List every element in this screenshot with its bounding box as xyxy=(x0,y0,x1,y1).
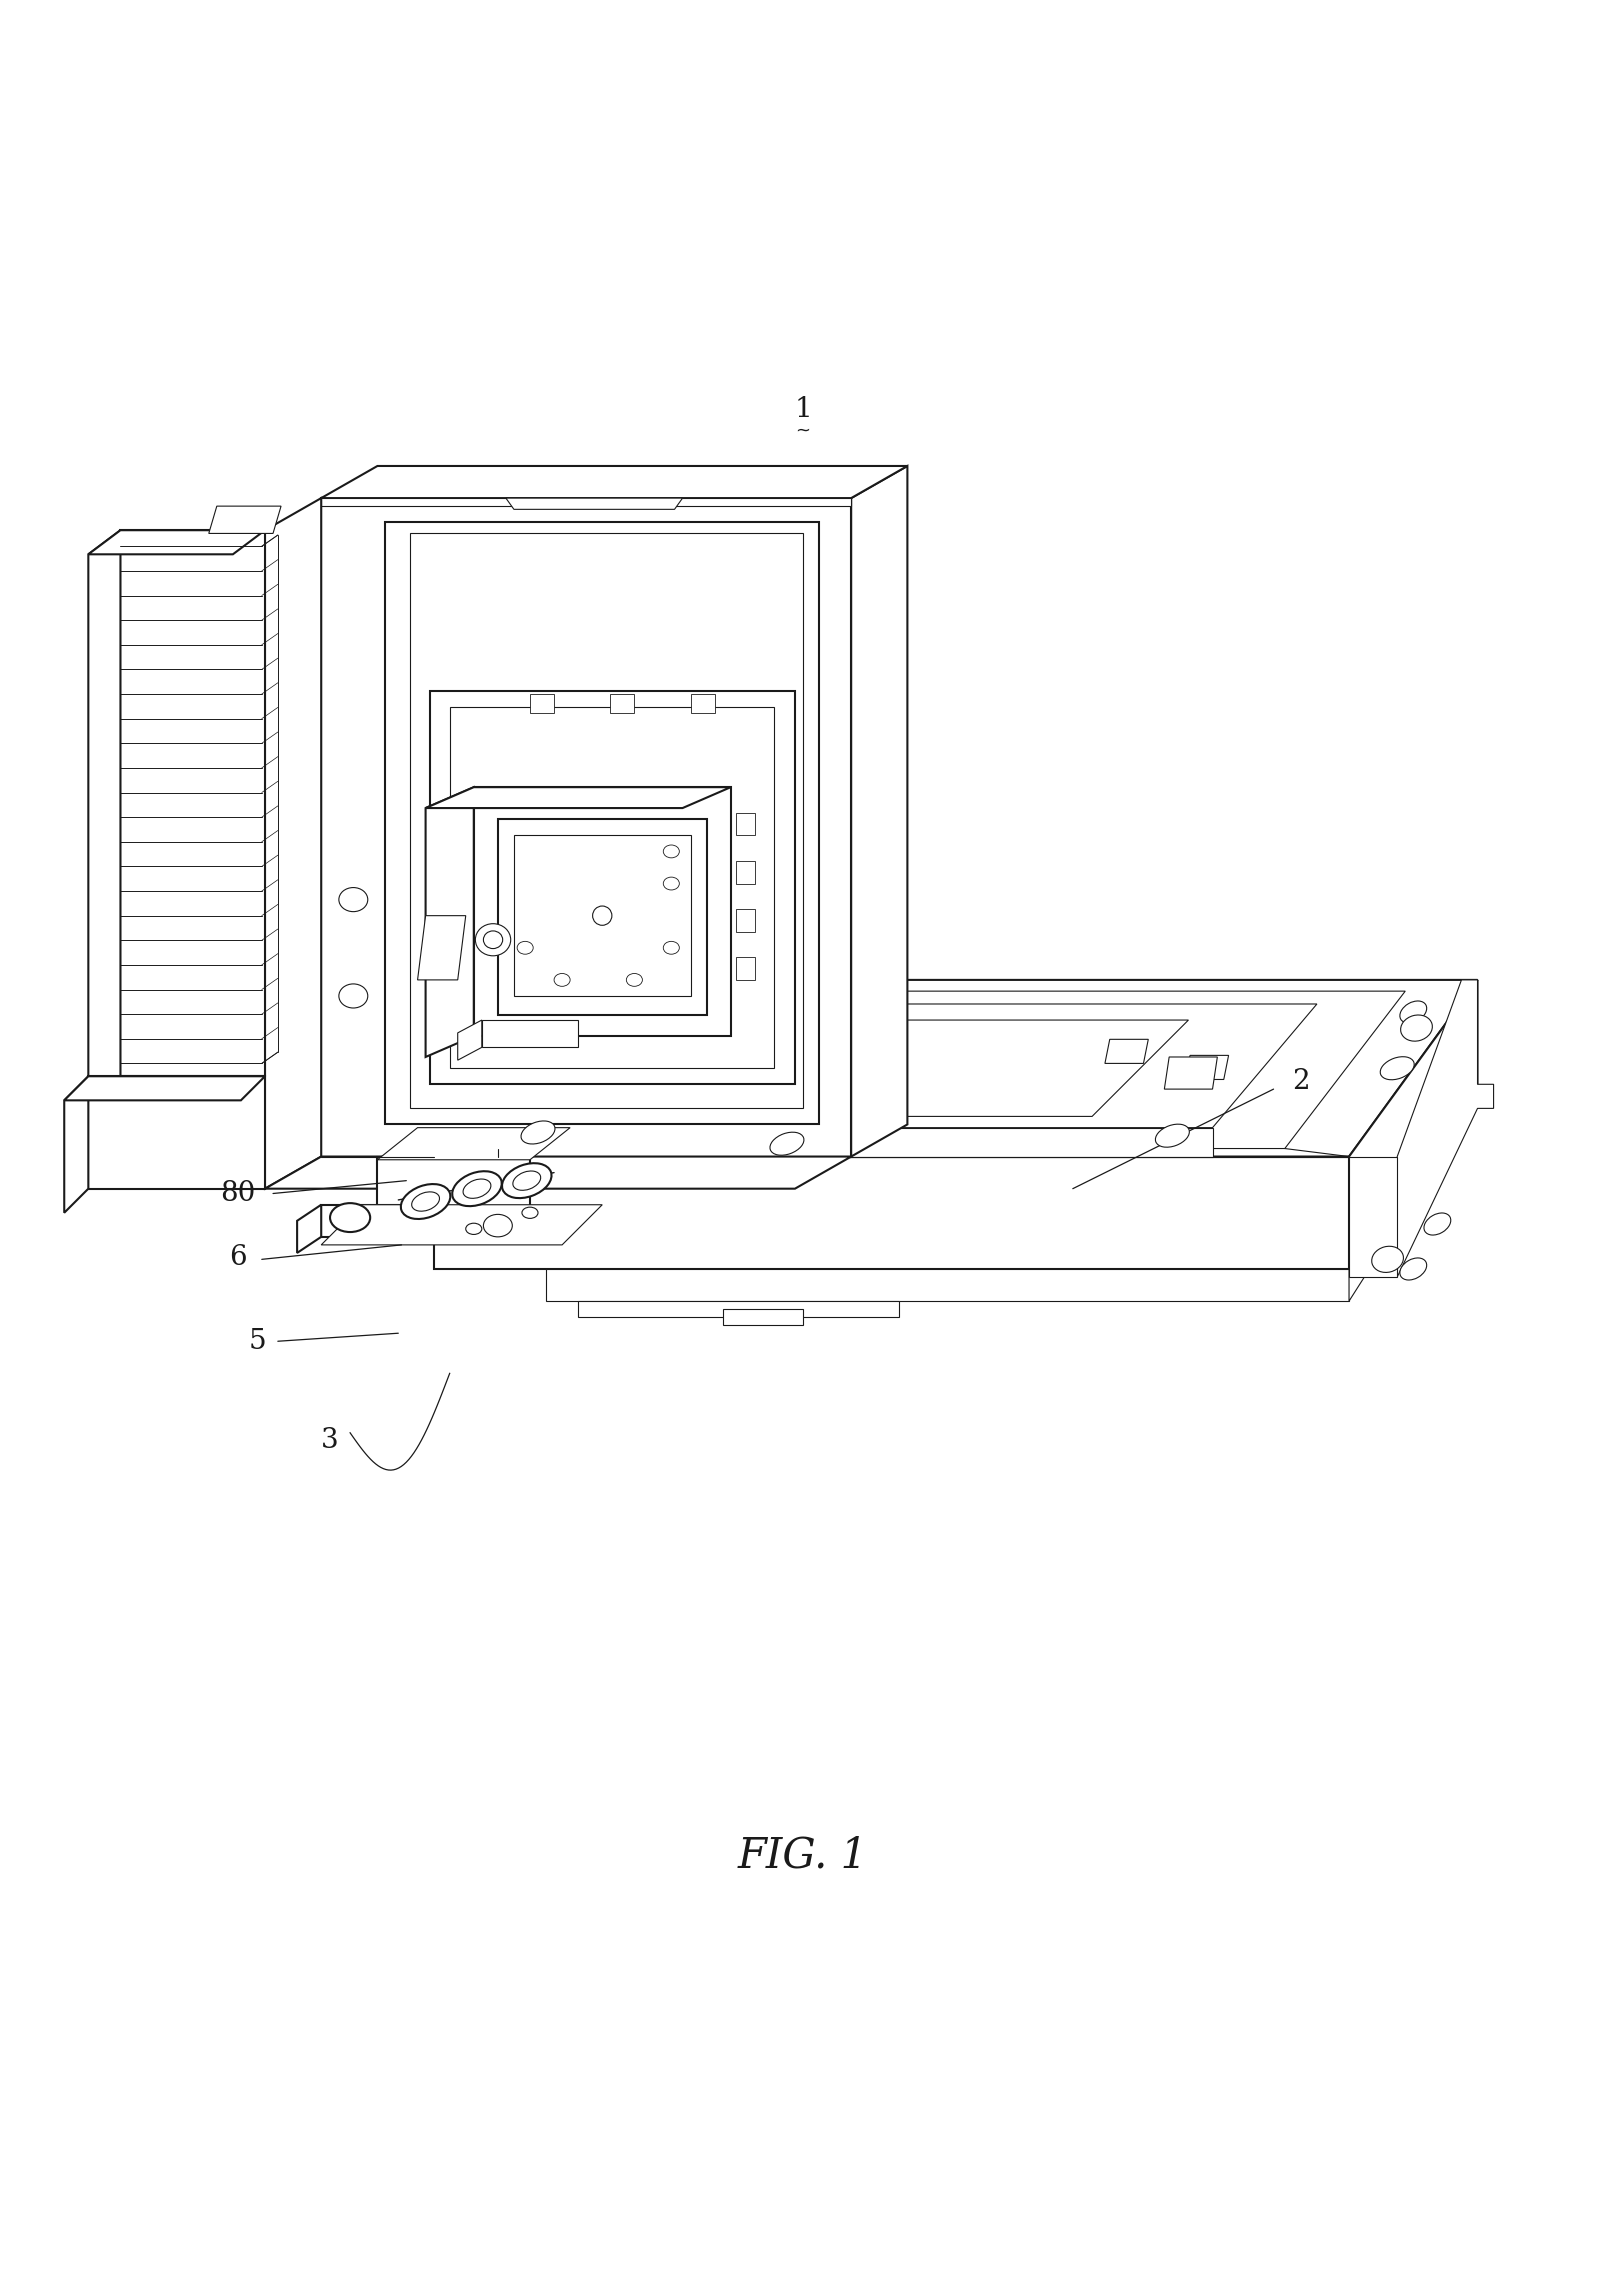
Polygon shape xyxy=(430,691,794,1083)
Ellipse shape xyxy=(592,906,612,926)
Polygon shape xyxy=(642,1020,1188,1115)
Text: FIG. 1: FIG. 1 xyxy=(737,1834,868,1877)
Text: 6: 6 xyxy=(230,1243,246,1271)
Ellipse shape xyxy=(1400,1257,1425,1280)
Ellipse shape xyxy=(663,878,679,890)
Polygon shape xyxy=(735,812,754,835)
Polygon shape xyxy=(482,1020,578,1047)
Polygon shape xyxy=(735,860,754,883)
Ellipse shape xyxy=(663,844,679,858)
Ellipse shape xyxy=(453,1170,501,1207)
Text: 80: 80 xyxy=(220,1179,255,1207)
Text: ~: ~ xyxy=(794,422,811,440)
Ellipse shape xyxy=(1371,1245,1403,1273)
Polygon shape xyxy=(722,1309,802,1325)
Ellipse shape xyxy=(1154,1125,1189,1147)
Polygon shape xyxy=(578,1300,899,1316)
Polygon shape xyxy=(433,981,1477,1156)
Polygon shape xyxy=(1104,1040,1148,1063)
Ellipse shape xyxy=(1400,1001,1425,1024)
Text: 2: 2 xyxy=(1292,1068,1308,1095)
Polygon shape xyxy=(1348,981,1477,1268)
Ellipse shape xyxy=(554,974,570,985)
Ellipse shape xyxy=(339,887,368,912)
Polygon shape xyxy=(473,787,730,1036)
Polygon shape xyxy=(1164,1056,1217,1088)
Polygon shape xyxy=(514,835,690,997)
Polygon shape xyxy=(321,497,851,1156)
Ellipse shape xyxy=(1379,1056,1414,1079)
Polygon shape xyxy=(690,1029,1091,1099)
Polygon shape xyxy=(457,1020,482,1061)
Polygon shape xyxy=(297,1204,321,1252)
Polygon shape xyxy=(377,1156,530,1209)
Ellipse shape xyxy=(517,942,533,953)
Polygon shape xyxy=(433,1156,1348,1268)
Text: 1: 1 xyxy=(793,397,812,424)
Polygon shape xyxy=(1396,981,1493,1277)
Polygon shape xyxy=(449,707,774,1068)
Polygon shape xyxy=(265,1156,851,1188)
Ellipse shape xyxy=(462,1179,491,1198)
Ellipse shape xyxy=(663,942,679,953)
Polygon shape xyxy=(498,819,706,1015)
Polygon shape xyxy=(425,787,473,1056)
Polygon shape xyxy=(1184,1056,1228,1079)
Polygon shape xyxy=(265,497,321,1188)
Polygon shape xyxy=(498,992,1404,1150)
Ellipse shape xyxy=(769,1131,804,1154)
Polygon shape xyxy=(570,1004,1316,1127)
Polygon shape xyxy=(88,1077,265,1188)
Polygon shape xyxy=(321,465,907,497)
Ellipse shape xyxy=(483,931,502,949)
Polygon shape xyxy=(88,529,265,554)
Polygon shape xyxy=(602,1049,655,1081)
Polygon shape xyxy=(120,529,265,1077)
Polygon shape xyxy=(409,534,802,1109)
Polygon shape xyxy=(570,1127,1212,1156)
Ellipse shape xyxy=(512,1170,541,1191)
Polygon shape xyxy=(321,1204,409,1236)
Ellipse shape xyxy=(483,1213,512,1236)
Polygon shape xyxy=(498,1004,674,1156)
Polygon shape xyxy=(546,1268,1348,1300)
Polygon shape xyxy=(209,506,281,534)
Ellipse shape xyxy=(520,1120,555,1145)
Polygon shape xyxy=(64,1077,265,1099)
Polygon shape xyxy=(385,522,819,1125)
Text: 5: 5 xyxy=(249,1328,265,1355)
Polygon shape xyxy=(530,693,554,714)
Ellipse shape xyxy=(1400,1015,1432,1040)
Polygon shape xyxy=(377,1127,570,1159)
Ellipse shape xyxy=(522,1207,538,1218)
Ellipse shape xyxy=(1424,1213,1449,1234)
Ellipse shape xyxy=(626,974,642,985)
Polygon shape xyxy=(735,910,754,931)
Polygon shape xyxy=(735,958,754,981)
Ellipse shape xyxy=(475,924,510,956)
Ellipse shape xyxy=(411,1193,440,1211)
Ellipse shape xyxy=(401,1184,449,1218)
Polygon shape xyxy=(591,1040,634,1065)
Polygon shape xyxy=(425,787,730,807)
Ellipse shape xyxy=(331,1202,371,1232)
Polygon shape xyxy=(687,1013,730,1036)
Polygon shape xyxy=(88,529,120,1099)
Polygon shape xyxy=(321,1204,602,1245)
Text: 3: 3 xyxy=(321,1428,337,1455)
Polygon shape xyxy=(506,497,682,509)
Polygon shape xyxy=(1348,1093,1477,1300)
Ellipse shape xyxy=(465,1223,482,1234)
Polygon shape xyxy=(690,693,714,714)
Polygon shape xyxy=(64,1077,88,1213)
Polygon shape xyxy=(417,915,465,981)
Ellipse shape xyxy=(339,983,368,1008)
Polygon shape xyxy=(321,497,851,506)
Polygon shape xyxy=(1348,1156,1396,1277)
Ellipse shape xyxy=(502,1163,551,1198)
Polygon shape xyxy=(610,693,634,714)
Polygon shape xyxy=(851,465,907,1156)
